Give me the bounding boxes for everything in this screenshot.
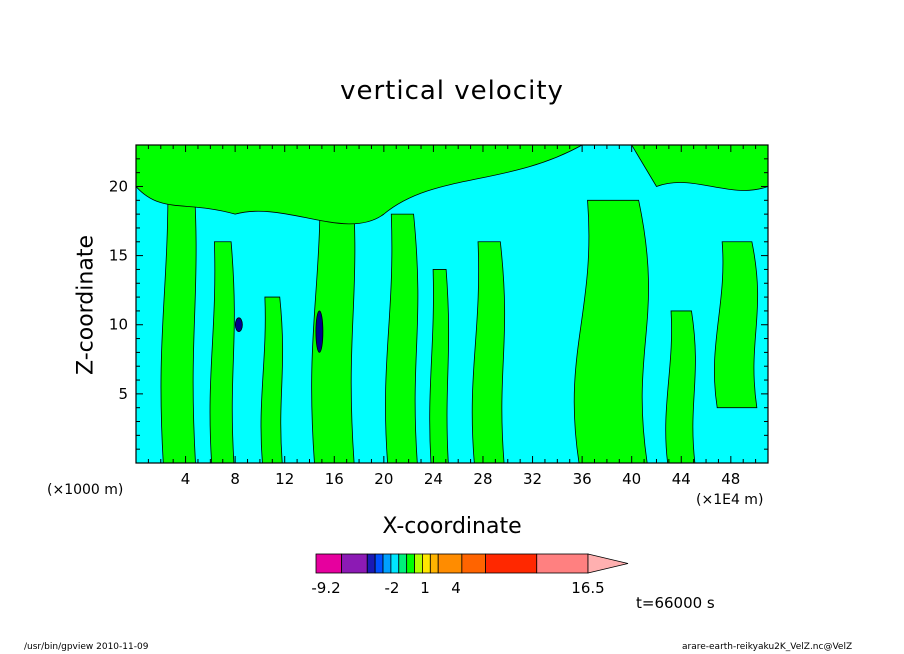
green-band [429, 269, 450, 463]
x-tick-label: 16 [325, 470, 344, 488]
colorbar-swatch [390, 553, 400, 574]
x-tick-label: 44 [672, 470, 691, 488]
y-tick-label: 10 [109, 316, 128, 334]
colorbar-swatch [422, 553, 431, 574]
updraft-core [315, 310, 324, 353]
x-axis: 4 8 12 16 20 24 28 32 36 40 44 48 [147, 145, 757, 488]
green-band [471, 241, 506, 463]
colorbar-swatch [374, 553, 384, 574]
x-tick-label: 48 [721, 470, 740, 488]
colorbar-swatch [366, 553, 376, 574]
colorbar-swatch [437, 553, 463, 574]
time-label: t=66000 s [636, 594, 715, 612]
footer-program-date: /usr/bin/gpview 2010-11-09 [24, 642, 149, 652]
green-band [385, 213, 419, 463]
colorbar-swatch [315, 553, 343, 574]
y-tick-label: 15 [109, 247, 128, 265]
x-tick-label: 40 [622, 470, 641, 488]
colorbar-swatch [485, 553, 538, 574]
x-tick-label: 12 [275, 470, 294, 488]
colorbar-swatch [406, 553, 415, 574]
x-tick-label: 32 [523, 470, 542, 488]
colorbar-swatch [429, 553, 439, 574]
colorbar: -9.2 -2 1 4 16.5 [311, 553, 629, 597]
y-axis: 5 10 15 20 [109, 158, 768, 450]
x-tick-label: 20 [374, 470, 393, 488]
footer-source-file: arare-earth-reikyaku2K_VelZ.nc@VelZ [682, 642, 853, 652]
green-band [573, 199, 649, 463]
x-axis-label: X-coordinate [382, 514, 522, 539]
green-band [713, 241, 759, 409]
colorbar-label: -2 [385, 579, 400, 597]
chart-title: vertical velocity [340, 76, 564, 106]
velocity-field [136, 145, 768, 463]
colorbar-swatch [382, 553, 392, 574]
green-band [209, 241, 235, 463]
colorbar-label: 1 [420, 579, 430, 597]
green-band [160, 145, 197, 463]
x-tick-label: 36 [573, 470, 592, 488]
green-band [260, 296, 284, 463]
green-band [136, 145, 583, 225]
colorbar-label: 4 [451, 579, 461, 597]
colorbar-swatch [461, 553, 486, 574]
colorbar-label: 16.5 [571, 579, 604, 597]
colorbar-swatch [398, 553, 408, 574]
colorbar-extend-arrow [587, 553, 629, 574]
updraft-core [234, 317, 243, 333]
x-tick-label: 28 [473, 470, 492, 488]
colorbar-label: -9.2 [311, 579, 340, 597]
x-tick-label: 24 [424, 470, 443, 488]
x-axis-unit: (×1E4 m) [696, 492, 764, 508]
x-tick-label: 4 [181, 470, 191, 488]
y-axis-unit: (×1000 m) [47, 482, 124, 498]
colorbar-swatch [414, 553, 423, 574]
colorbar-swatch [341, 553, 368, 574]
y-axis-label: Z-coordinate [73, 235, 99, 375]
colorbar-swatch [536, 553, 589, 574]
green-band [665, 310, 696, 463]
y-tick-label: 5 [118, 385, 128, 403]
x-tick-label: 8 [230, 470, 240, 488]
plot-frame [135, 144, 769, 464]
y-tick-label: 20 [109, 177, 128, 195]
